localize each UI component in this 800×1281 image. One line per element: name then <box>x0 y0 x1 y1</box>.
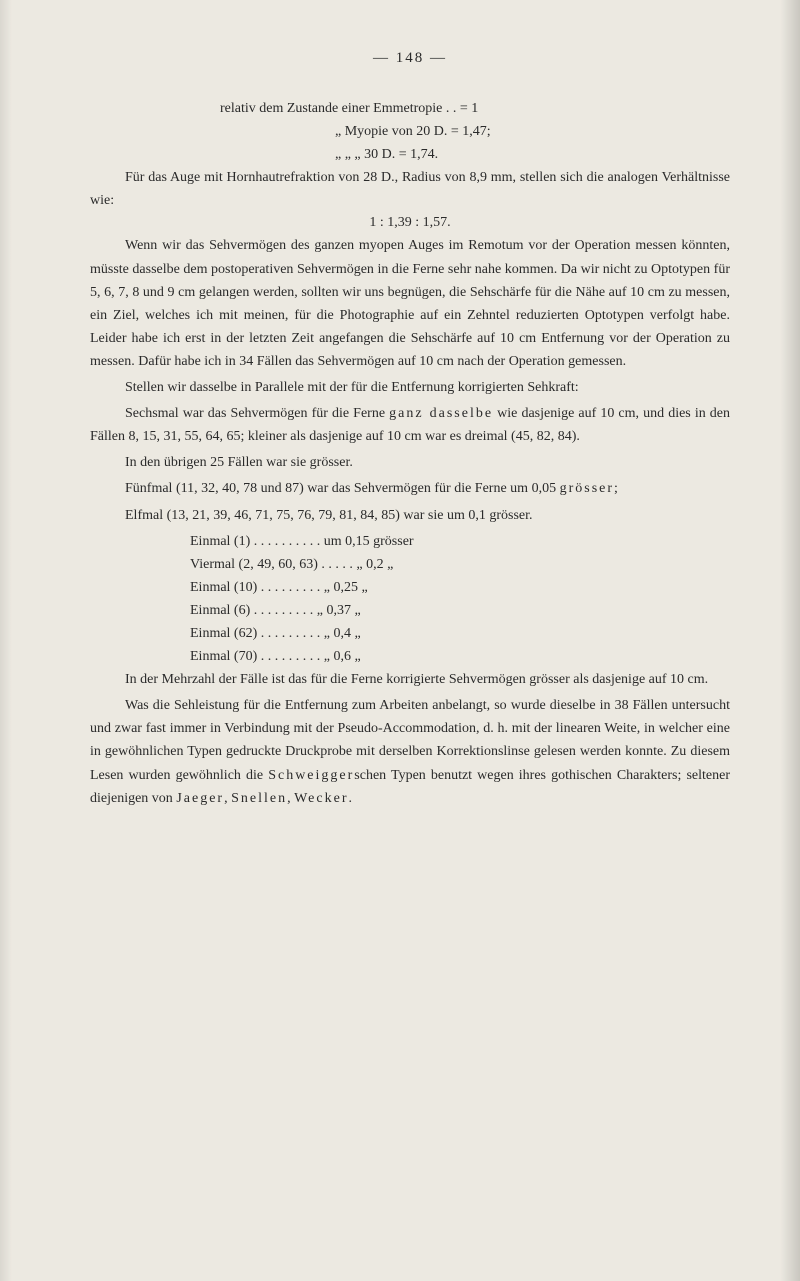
page-number: — 148 — <box>90 50 730 67</box>
document-page: — 148 — relativ dem Zustande einer Emmet… <box>0 0 800 1281</box>
p5-text-a: Sechsmal war das Sehvermögen für die Fer… <box>125 406 389 421</box>
p10-name-jaeger: Jaeger <box>176 791 224 806</box>
p7-emphasis: grösser <box>560 481 614 496</box>
paragraph-9: In der Mehrzahl der Fälle ist das für di… <box>90 668 730 691</box>
list-item-1: Einmal (1) . . . . . . . . . . um 0,15 g… <box>90 530 730 553</box>
list-item-2: Viermal (2, 49, 60, 63) . . . . . „ 0,2 … <box>90 553 730 576</box>
list-item-6: Einmal (70) . . . . . . . . . „ 0,6 „ <box>90 645 730 668</box>
list-item-3: Einmal (10) . . . . . . . . . „ 0,25 „ <box>90 576 730 599</box>
p10-name-snellen: Snellen <box>231 791 287 806</box>
ratio-line-2: „ Myopie von 20 D. = 1,47; <box>90 120 730 143</box>
p7-text-b: ; <box>614 481 618 496</box>
list-item-5: Einmal (62) . . . . . . . . . „ 0,4 „ <box>90 622 730 645</box>
p10-name-schweigger: Schweigger <box>268 768 354 783</box>
left-shadow <box>0 0 12 1281</box>
paragraph-4: Stellen wir dasselbe in Parallele mit de… <box>90 376 730 399</box>
right-edge-shadow <box>780 0 800 1281</box>
paragraph-10: Was die Sehleistung für die Entfernung z… <box>90 694 730 809</box>
paragraph-6: In den übrigen 25 Fällen war sie grösser… <box>90 451 730 474</box>
p10-name-wecker: Wecker <box>294 791 348 806</box>
p7-text-a: Fünfmal (11, 32, 40, 78 und 87) war das … <box>125 481 560 496</box>
paragraph-8: Elfmal (13, 21, 39, 46, 71, 75, 76, 79, … <box>90 504 730 527</box>
list-item-4: Einmal (6) . . . . . . . . . „ 0,37 „ <box>90 599 730 622</box>
ratio-line-3: „ „ „ 30 D. = 1,74. <box>90 143 730 166</box>
ratio-line-1: relativ dem Zustande einer Emmetropie . … <box>90 97 730 120</box>
p5-emphasis: ganz dasselbe <box>389 406 493 421</box>
paragraph-5: Sechsmal war das Sehvermögen für die Fer… <box>90 402 730 448</box>
paragraph-2: Für das Auge mit Hornhautrefraktion von … <box>90 166 730 212</box>
p10-text-e: . <box>348 791 352 806</box>
ratio-centered: 1 : 1,39 : 1,57. <box>90 215 730 231</box>
paragraph-7: Fünfmal (11, 32, 40, 78 und 87) war das … <box>90 477 730 500</box>
paragraph-3: Wenn wir das Sehvermögen des ganzen myop… <box>90 234 730 373</box>
